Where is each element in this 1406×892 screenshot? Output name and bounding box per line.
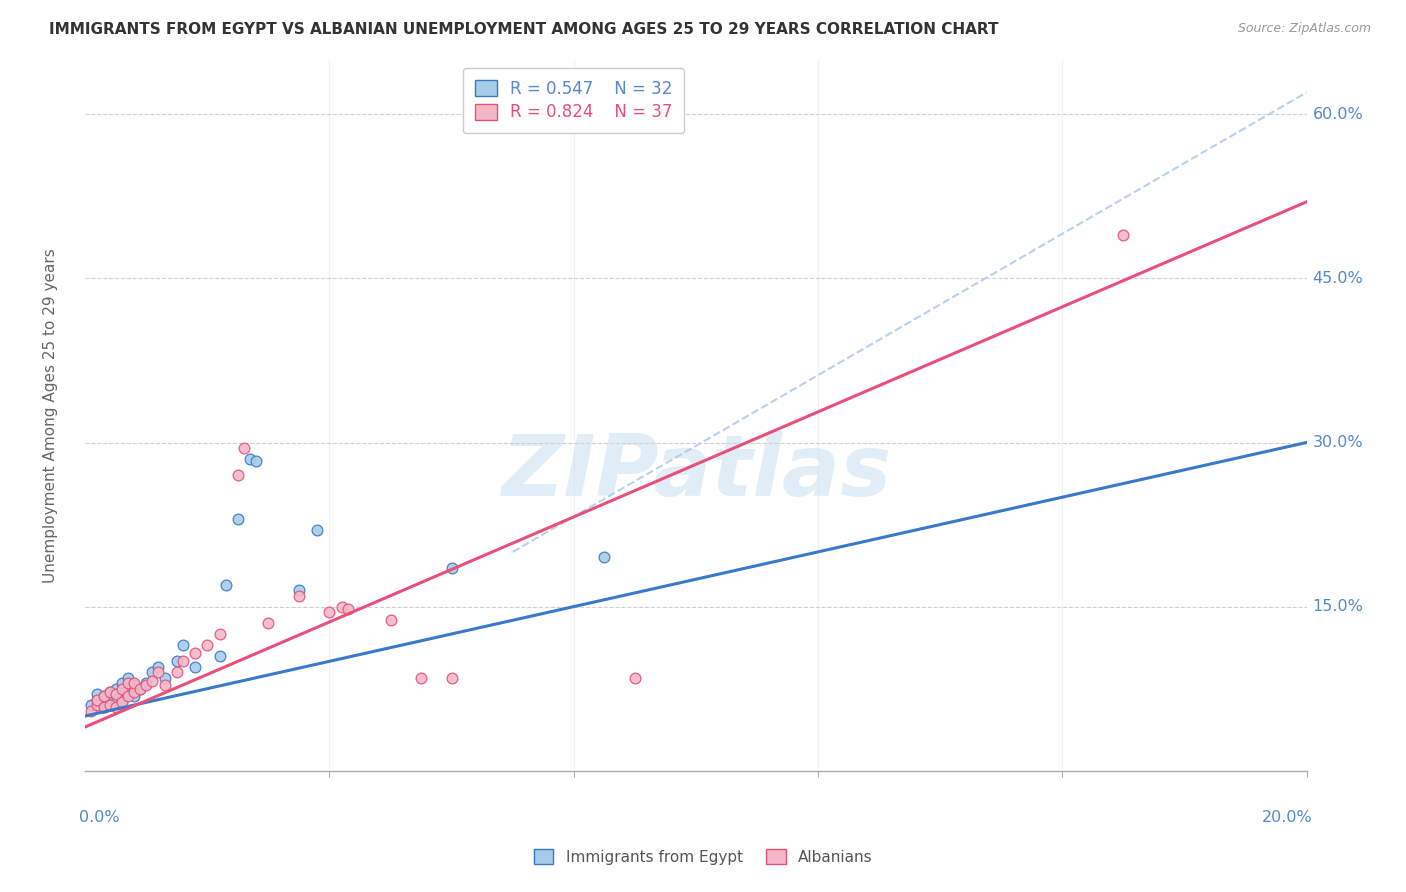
Point <box>117 676 139 690</box>
Point <box>80 704 103 718</box>
Point <box>135 676 157 690</box>
Point <box>86 692 108 706</box>
Point <box>104 681 127 696</box>
Text: 15.0%: 15.0% <box>1313 599 1364 614</box>
Point <box>233 441 256 455</box>
Point <box>98 685 121 699</box>
Point <box>288 583 311 598</box>
Point <box>148 665 170 680</box>
Text: Source: ZipAtlas.com: Source: ZipAtlas.com <box>1237 22 1371 36</box>
Point <box>257 615 280 630</box>
Point <box>593 550 616 565</box>
Point <box>153 678 176 692</box>
Point <box>153 671 176 685</box>
Text: IMMIGRANTS FROM EGYPT VS ALBANIAN UNEMPLOYMENT AMONG AGES 25 TO 29 YEARS CORRELA: IMMIGRANTS FROM EGYPT VS ALBANIAN UNEMPL… <box>49 22 998 37</box>
Point <box>104 700 127 714</box>
Point <box>288 589 311 603</box>
Point <box>98 685 121 699</box>
Point <box>330 599 353 614</box>
Point <box>117 690 139 704</box>
Text: 60.0%: 60.0% <box>1313 107 1364 122</box>
Point <box>86 692 108 706</box>
Point <box>86 687 108 701</box>
Text: 20.0%: 20.0% <box>1263 810 1313 825</box>
Point <box>1112 227 1135 242</box>
Point <box>117 687 139 701</box>
Point <box>111 692 134 706</box>
Point <box>104 687 127 701</box>
Point <box>440 561 463 575</box>
Point <box>80 698 103 712</box>
Point <box>141 673 163 688</box>
Legend: Immigrants from Egypt, Albanians: Immigrants from Egypt, Albanians <box>527 843 879 871</box>
Point <box>318 605 340 619</box>
Point <box>148 660 170 674</box>
Point <box>172 654 194 668</box>
Point <box>214 578 236 592</box>
Legend: R = 0.547    N = 32, R = 0.824    N = 37: R = 0.547 N = 32, R = 0.824 N = 37 <box>464 68 685 133</box>
Point <box>111 676 134 690</box>
Point <box>184 660 207 674</box>
Point <box>86 698 108 712</box>
Point <box>129 681 152 696</box>
Point <box>245 454 267 468</box>
Text: 30.0%: 30.0% <box>1313 435 1364 450</box>
Point <box>226 512 249 526</box>
Point <box>135 678 157 692</box>
Point <box>166 665 188 680</box>
Point <box>195 638 218 652</box>
Point <box>122 690 145 704</box>
Point <box>172 638 194 652</box>
Point <box>380 613 402 627</box>
Text: 0.0%: 0.0% <box>79 810 120 825</box>
Point <box>98 698 121 712</box>
Point <box>111 695 134 709</box>
Point <box>93 690 115 704</box>
Point <box>307 523 329 537</box>
Point <box>624 671 647 685</box>
Point <box>208 627 231 641</box>
Text: 45.0%: 45.0% <box>1313 271 1364 286</box>
Point <box>208 648 231 663</box>
Point <box>122 676 145 690</box>
Point <box>117 671 139 685</box>
Point <box>93 690 115 704</box>
Point <box>184 646 207 660</box>
Point <box>141 665 163 680</box>
Point <box>93 700 115 714</box>
Point <box>336 602 359 616</box>
Point <box>98 698 121 712</box>
Point <box>440 671 463 685</box>
Y-axis label: Unemployment Among Ages 25 to 29 years: Unemployment Among Ages 25 to 29 years <box>44 248 58 582</box>
Point <box>104 695 127 709</box>
Point <box>93 700 115 714</box>
Point <box>129 681 152 696</box>
Point <box>409 671 432 685</box>
Point <box>166 654 188 668</box>
Point <box>239 451 262 466</box>
Point <box>122 685 145 699</box>
Text: ZIPatlas: ZIPatlas <box>501 431 891 514</box>
Point <box>226 468 249 483</box>
Point <box>122 678 145 692</box>
Point <box>111 681 134 696</box>
